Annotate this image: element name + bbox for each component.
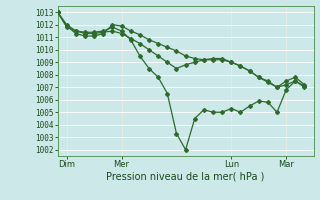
X-axis label: Pression niveau de la mer( hPa ): Pression niveau de la mer( hPa )	[107, 172, 265, 182]
